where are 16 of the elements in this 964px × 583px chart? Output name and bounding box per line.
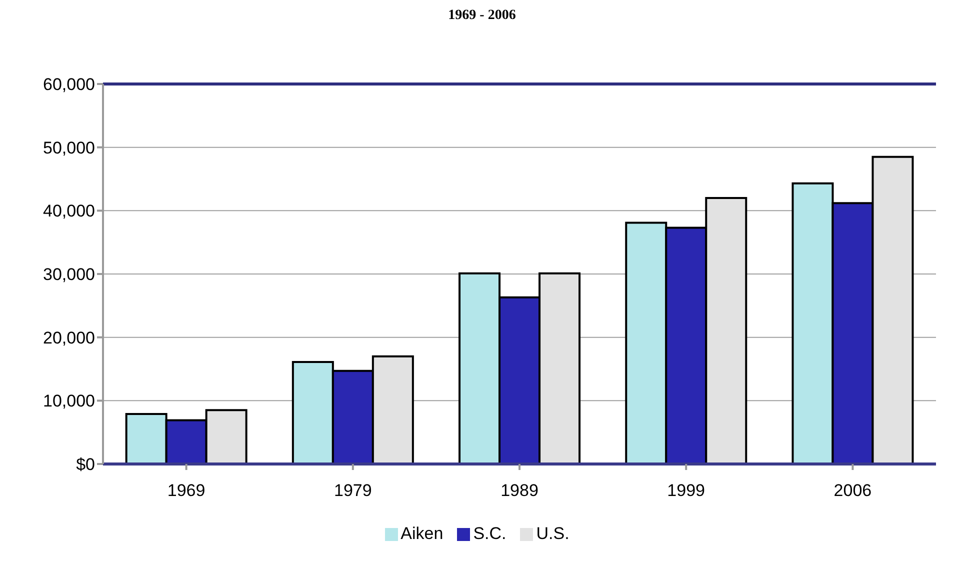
y-tick-label: 50,000 — [43, 138, 95, 158]
legend-label: Aiken — [400, 524, 444, 544]
x-tick-label: 1989 — [500, 481, 538, 500]
x-tick-label: 1999 — [667, 481, 706, 500]
x-tick-label: 1969 — [167, 481, 206, 500]
y-tick-label: 10,000 — [43, 392, 95, 411]
x-tick-label: 2006 — [834, 481, 872, 500]
y-tick-label: 60,000 — [43, 75, 95, 94]
legend-label: S.C. — [473, 524, 506, 544]
y-tick-label: 40,000 — [43, 202, 95, 221]
chart-title: 1969 - 2006 — [447, 8, 517, 24]
y-tick-label: $0 — [76, 455, 95, 474]
y-tick-label: 20,000 — [43, 328, 95, 348]
x-tick-label: 1979 — [334, 481, 372, 500]
y-tick-label: 30,000 — [43, 265, 95, 284]
legend-label: U.S. — [536, 524, 570, 544]
